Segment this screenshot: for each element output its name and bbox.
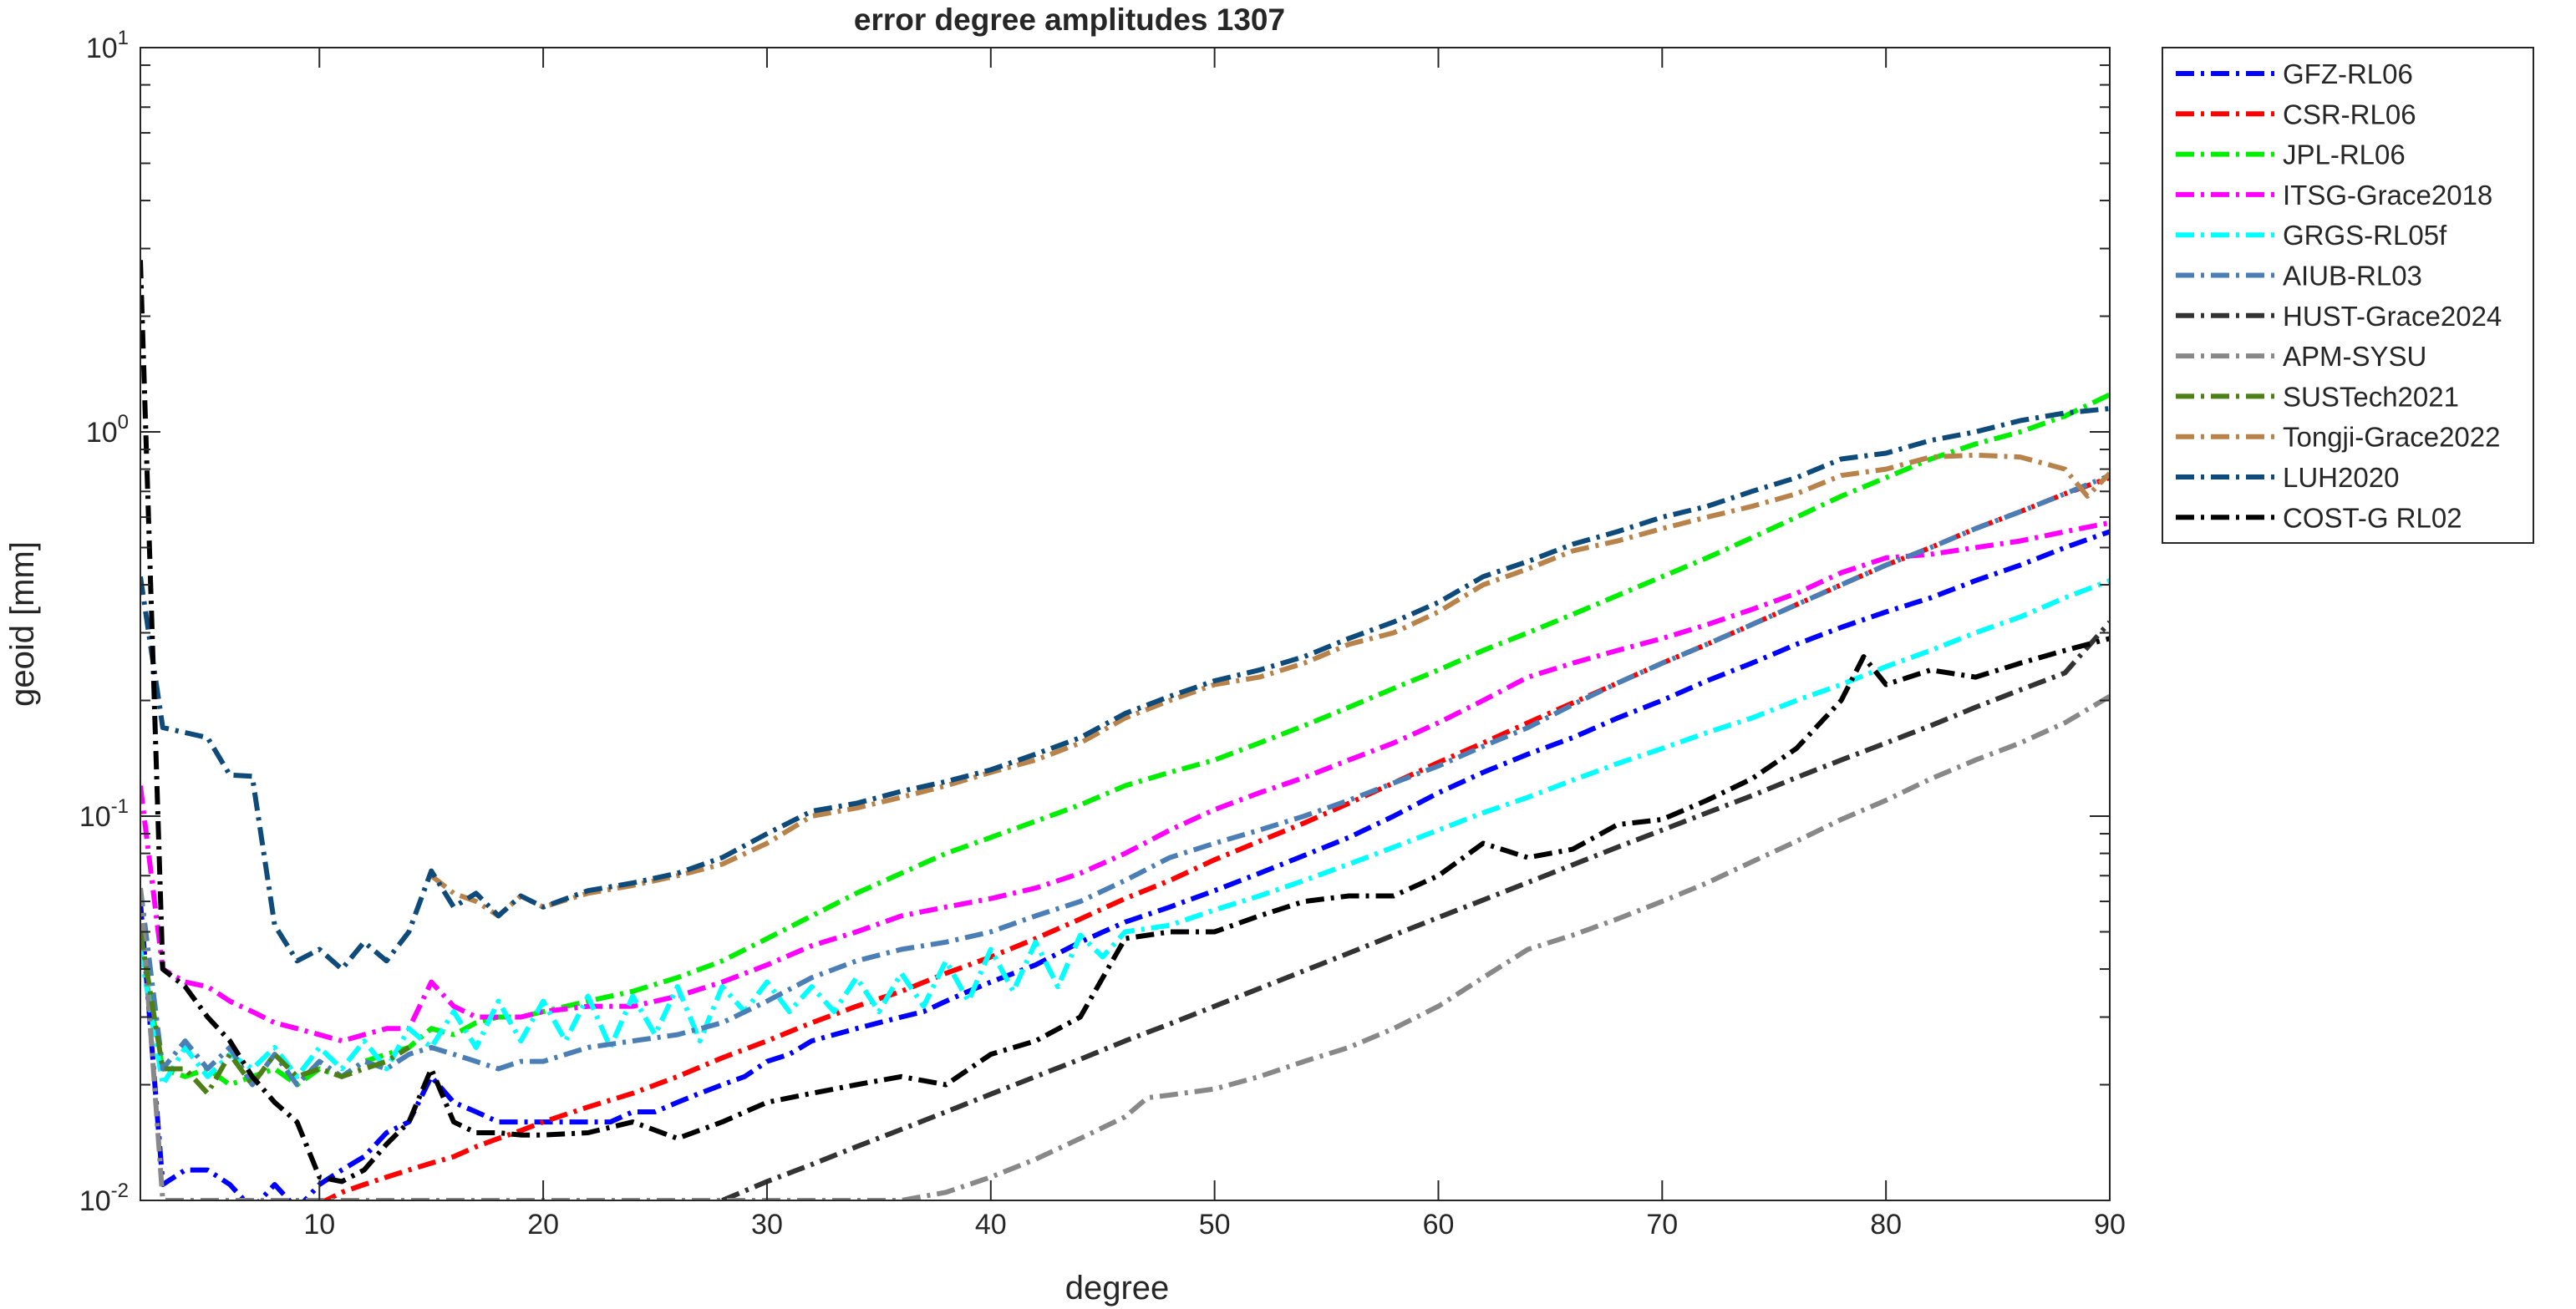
x-tick-label: 70 <box>1646 1209 1678 1241</box>
x-tick-label: 80 <box>1870 1209 1902 1241</box>
y-tick-exponent: 0 <box>118 411 129 434</box>
legend-box <box>2162 47 2534 544</box>
series-line-gfz-rl06 <box>140 529 2110 1200</box>
y-tick-label: 10-2 <box>79 1180 129 1217</box>
y-tick-exponent: -2 <box>111 1180 129 1202</box>
legend-label: GFZ-RL06 <box>2283 58 2413 89</box>
series-line-itsg-grace2018 <box>140 520 2110 1044</box>
y-tick-exponent: -1 <box>111 795 129 818</box>
series-line-cost-g-rl02 <box>140 260 2110 1185</box>
plot-frame <box>140 47 2111 1201</box>
x-tick-label: 20 <box>527 1209 559 1241</box>
series-group <box>140 260 2110 1200</box>
y-tick-base: 10 <box>79 801 111 833</box>
legend-label: LUH2020 <box>2283 462 2399 493</box>
y-axis-label: geoid [mm] <box>4 541 41 707</box>
x-tick-label: 50 <box>1199 1209 1231 1241</box>
y-tick-exponent: 1 <box>118 27 129 49</box>
legend-label: HUST-Grace2024 <box>2283 301 2502 332</box>
y-tick-base: 10 <box>79 1185 111 1217</box>
x-tick-label: 40 <box>975 1209 1007 1241</box>
legend-label: SUSTech2021 <box>2283 381 2459 412</box>
legend-label: APM-SYSU <box>2283 341 2426 372</box>
series-line-apm-sysu <box>140 694 2110 1200</box>
legend-label: COST-G RL02 <box>2283 502 2462 533</box>
legend-label: JPL-RL06 <box>2283 140 2406 170</box>
series-line-hust-grace2024 <box>721 620 2110 1200</box>
y-tick-label: 10-1 <box>79 795 129 833</box>
y-tick-base: 10 <box>86 33 118 64</box>
x-tick-label: 10 <box>303 1209 335 1241</box>
y-tick-label: 100 <box>86 411 129 449</box>
y-tick-label: 101 <box>86 27 129 64</box>
legend-label: ITSG-Grace2018 <box>2283 180 2492 211</box>
series-line-grgs-rl05f <box>140 578 2110 1088</box>
legend-label: CSR-RL06 <box>2283 99 2416 129</box>
series-line-luh2020 <box>140 406 2110 972</box>
x-tick-label: 60 <box>1423 1209 1455 1241</box>
series-line-csr-rl06 <box>320 474 2110 1200</box>
legend-label: GRGS-RL05f <box>2283 220 2447 251</box>
legend-label: AIUB-RL03 <box>2283 261 2422 292</box>
x-axis-label: degree <box>1065 1270 1170 1306</box>
legend-label: Tongji-Grace2022 <box>2283 422 2501 453</box>
legend: GFZ-RL06 CSR-RL06 JPL-RL06 ITSG-Grace2018 GR… <box>2162 47 2534 544</box>
x-tick-label: 30 <box>751 1209 783 1241</box>
x-tick-label: 90 <box>2094 1209 2126 1241</box>
plot-area <box>140 48 2110 1200</box>
y-tick-base: 10 <box>86 417 118 449</box>
chart-title: error degree amplitudes 1307 <box>854 3 1285 37</box>
